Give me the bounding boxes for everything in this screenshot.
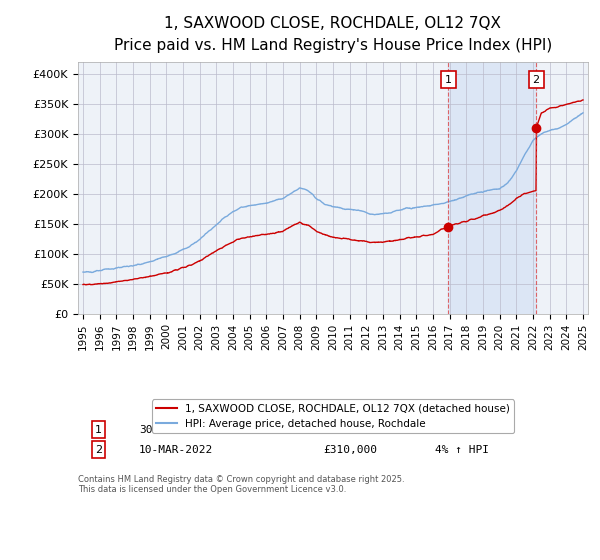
Text: 1: 1 [445,74,452,85]
Text: 10-MAR-2022: 10-MAR-2022 [139,445,214,455]
Text: Contains HM Land Registry data © Crown copyright and database right 2025.
This d: Contains HM Land Registry data © Crown c… [78,475,404,494]
Text: 2: 2 [95,445,102,455]
Text: £310,000: £310,000 [323,445,377,455]
Text: 1: 1 [95,424,102,435]
Title: 1, SAXWOOD CLOSE, ROCHDALE, OL12 7QX
Price paid vs. HM Land Registry's House Pri: 1, SAXWOOD CLOSE, ROCHDALE, OL12 7QX Pri… [114,16,552,54]
Text: 4% ↑ HPI: 4% ↑ HPI [435,445,489,455]
Legend: 1, SAXWOOD CLOSE, ROCHDALE, OL12 7QX (detached house), HPI: Average price, detac: 1, SAXWOOD CLOSE, ROCHDALE, OL12 7QX (de… [152,399,514,433]
Text: £145,000: £145,000 [323,424,377,435]
Bar [448,62,536,314]
Text: 2: 2 [533,74,540,85]
Text: 30-NOV-2016: 30-NOV-2016 [139,424,214,435]
Text: 30% ↓ HPI: 30% ↓ HPI [435,424,496,435]
